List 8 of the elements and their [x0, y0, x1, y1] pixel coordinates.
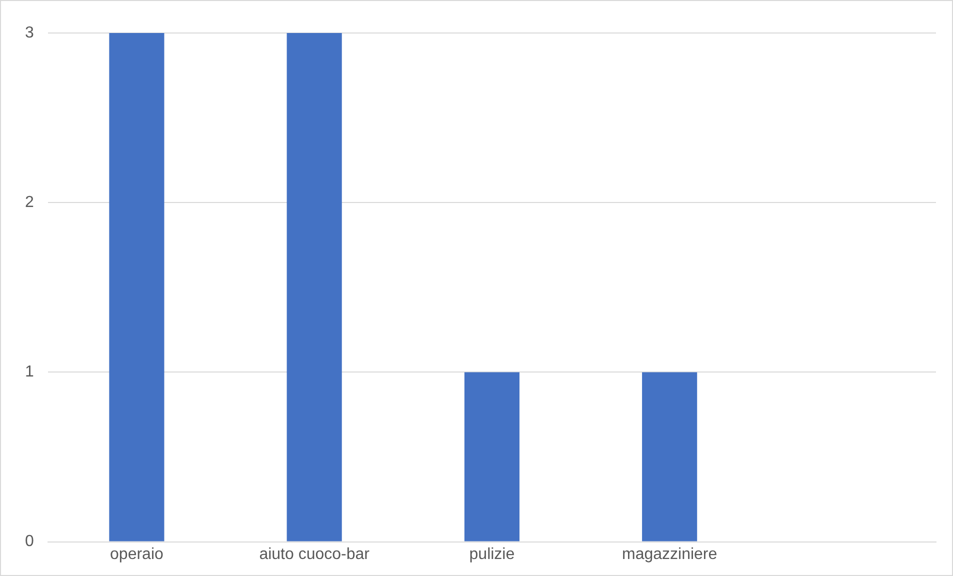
- y-tick-label: 2: [24, 194, 34, 212]
- x-tick-label: operaio: [110, 546, 164, 563]
- x-tick-label: aiuto cuoco-bar: [259, 546, 370, 563]
- y-tick-label: 0: [24, 533, 34, 550]
- x-tick-label: magazziniere: [622, 546, 718, 563]
- y-tick-label: 3: [24, 24, 34, 42]
- x-tick-label: pulizie: [469, 546, 515, 563]
- y-tick-label: 1: [24, 364, 34, 381]
